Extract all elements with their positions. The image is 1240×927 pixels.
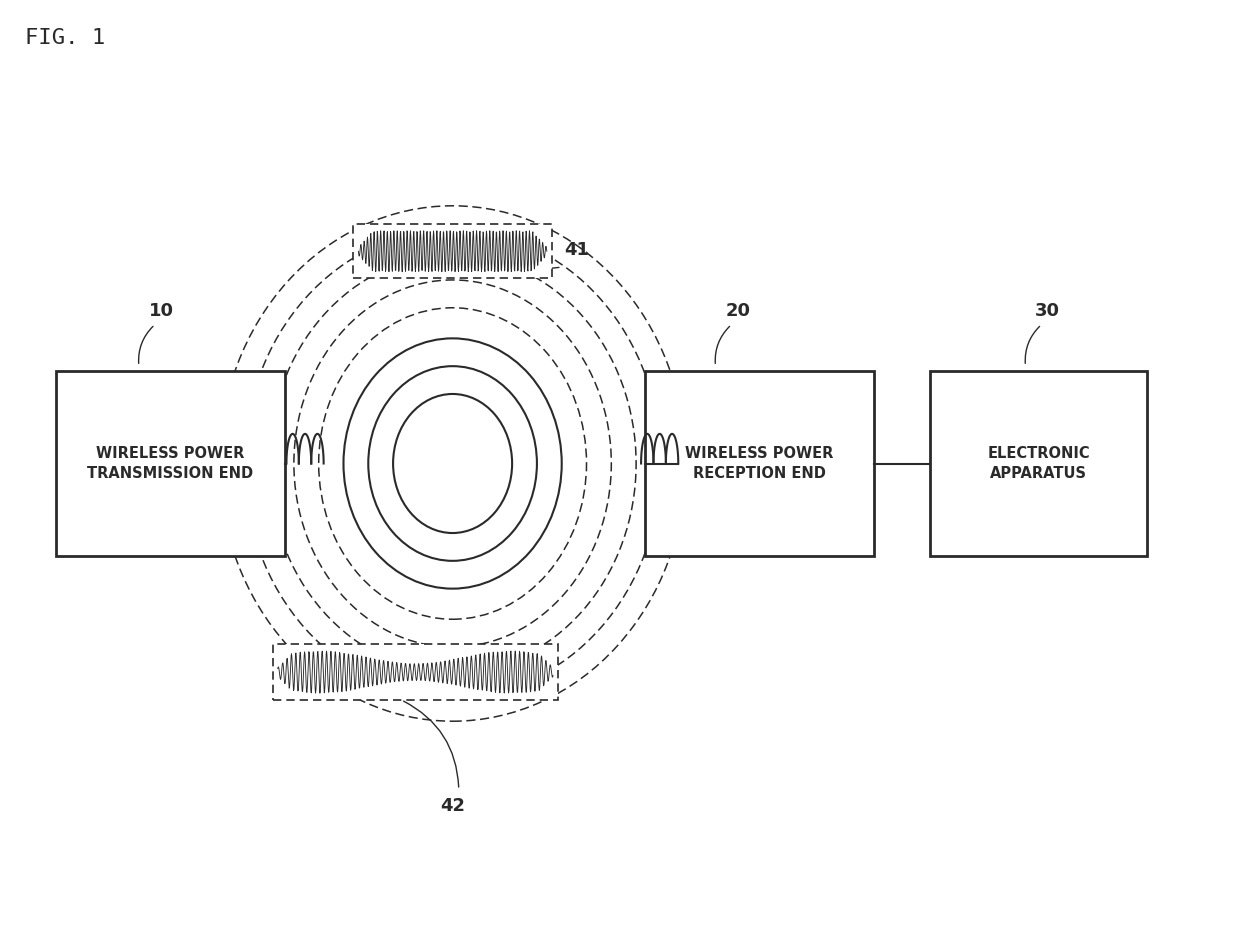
FancyBboxPatch shape: [56, 371, 285, 556]
Text: 30: 30: [1035, 301, 1060, 320]
Text: 10: 10: [149, 301, 174, 320]
FancyBboxPatch shape: [645, 371, 874, 556]
FancyBboxPatch shape: [273, 644, 558, 700]
Text: FIG. 1: FIG. 1: [25, 28, 105, 48]
Text: 20: 20: [725, 301, 750, 320]
Text: ELECTRONIC
APPARATUS: ELECTRONIC APPARATUS: [987, 446, 1090, 481]
Text: WIRELESS POWER
TRANSMISSION END: WIRELESS POWER TRANSMISSION END: [88, 446, 253, 481]
Text: 42: 42: [440, 797, 465, 816]
FancyBboxPatch shape: [930, 371, 1147, 556]
FancyBboxPatch shape: [353, 224, 552, 278]
Text: 41: 41: [564, 241, 589, 260]
Text: WIRELESS POWER
RECEPTION END: WIRELESS POWER RECEPTION END: [686, 446, 833, 481]
